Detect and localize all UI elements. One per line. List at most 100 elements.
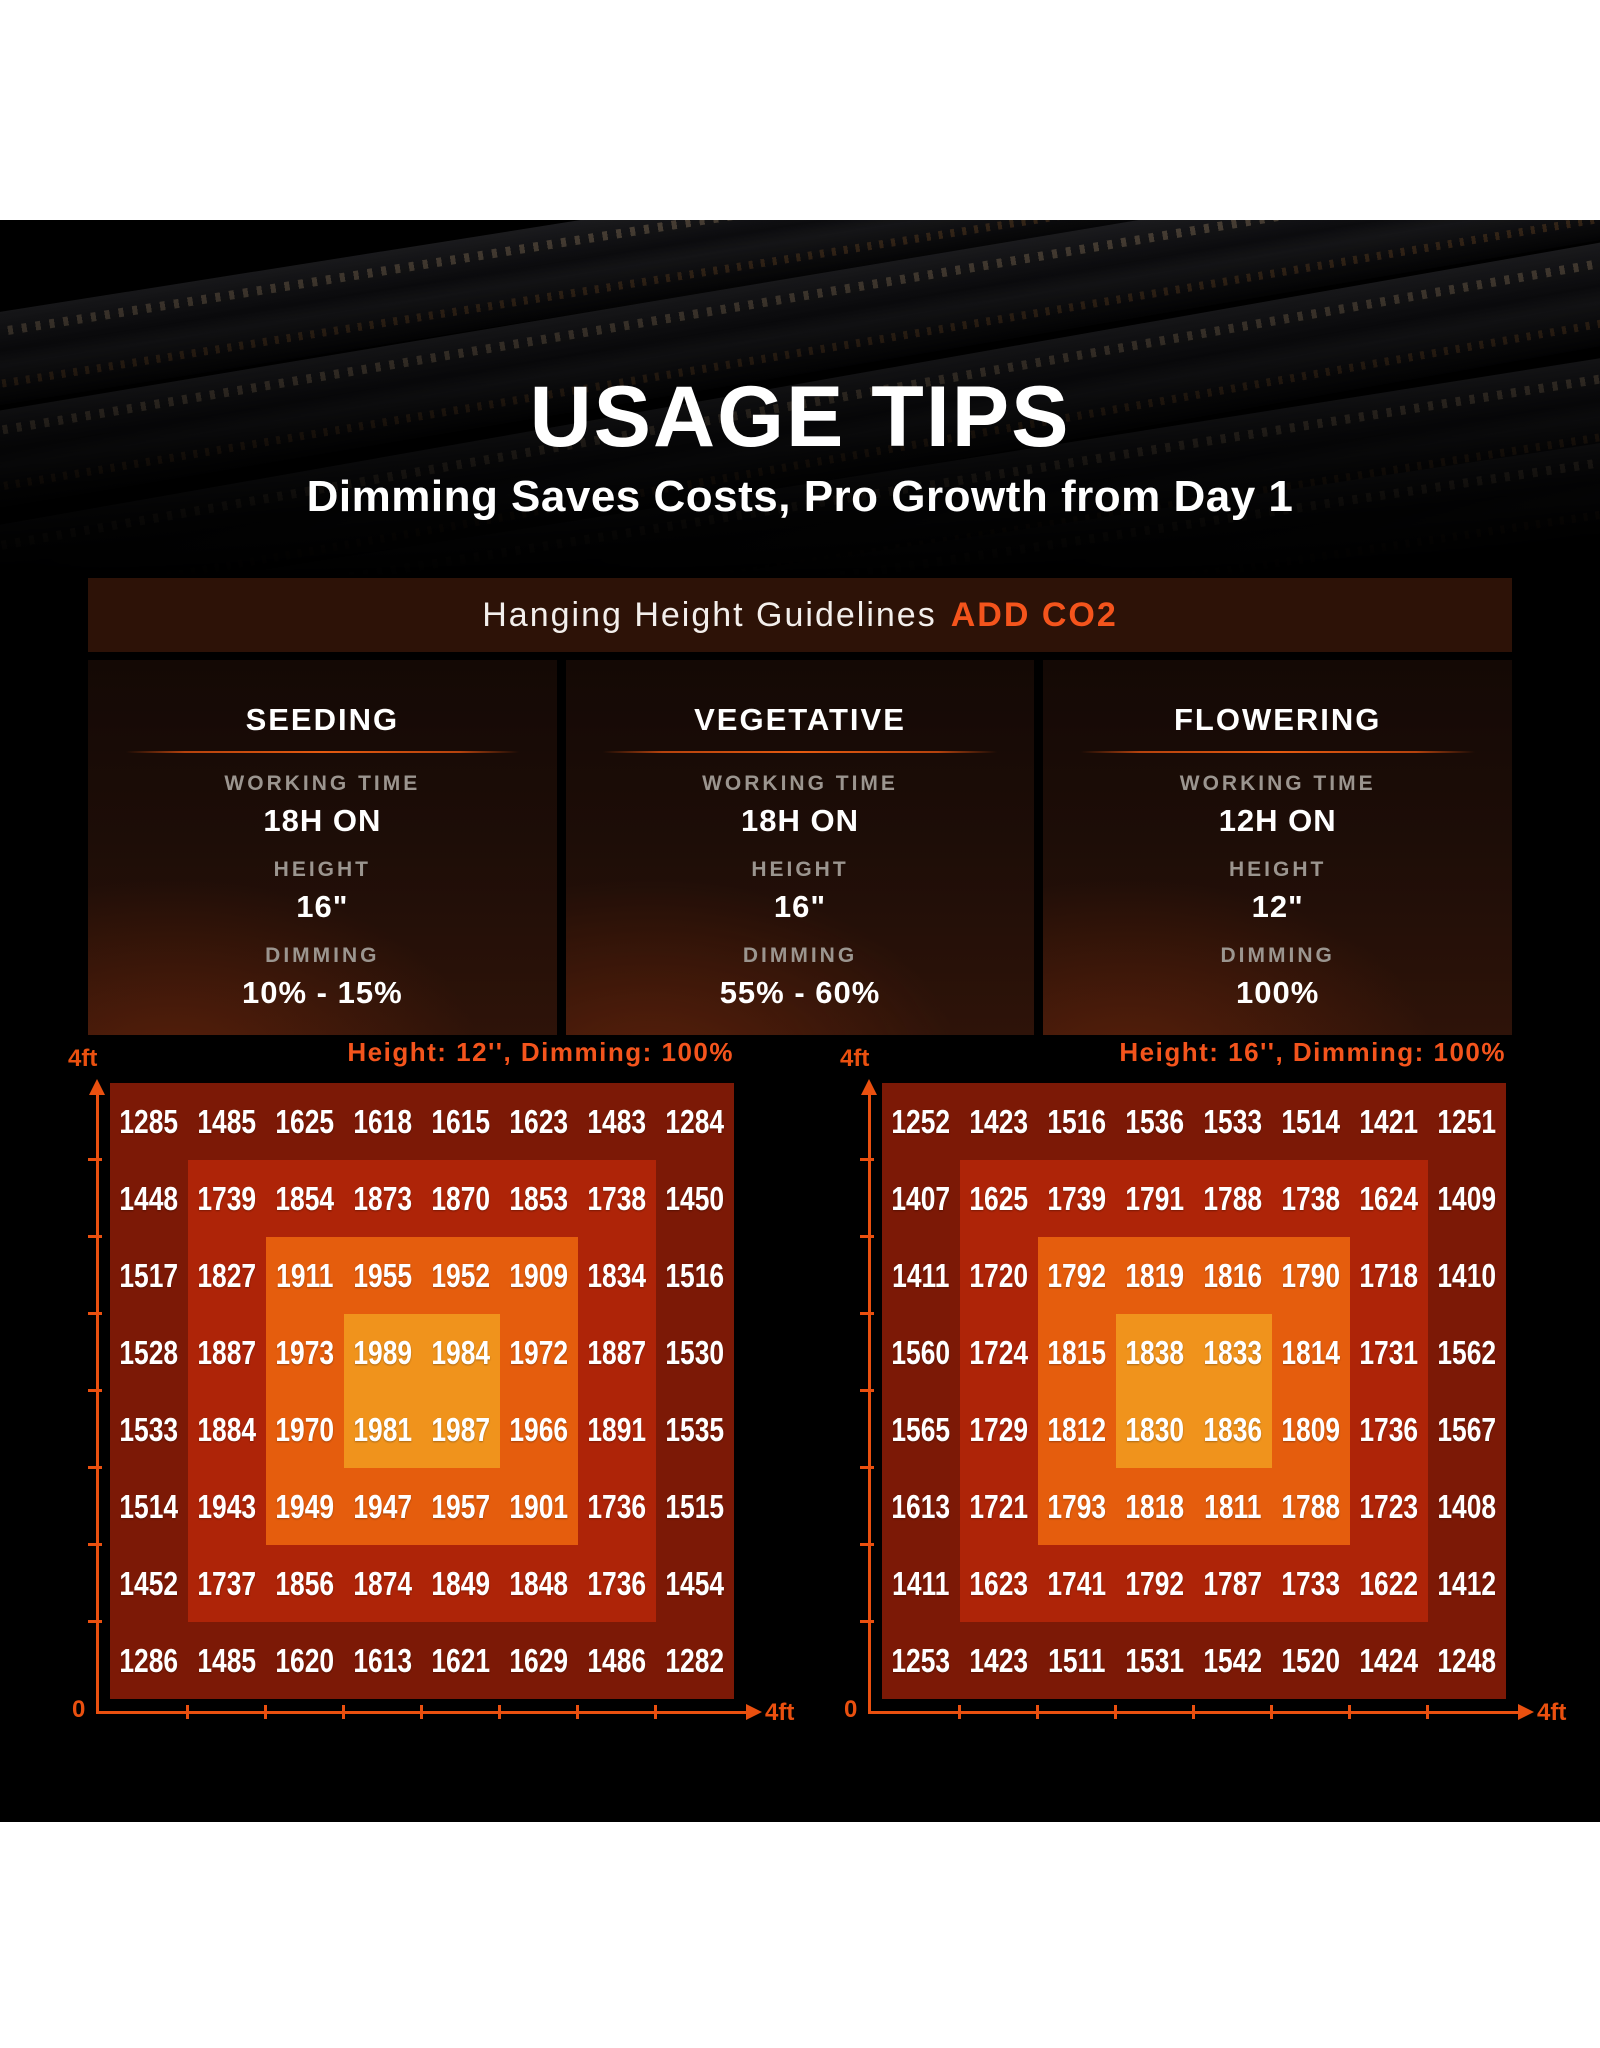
- ppfd-value: 1790: [1281, 1256, 1341, 1294]
- ppfd-cell: 1286: [110, 1622, 188, 1699]
- ppfd-value: 1253: [891, 1641, 951, 1679]
- ppfd-value: 1721: [969, 1487, 1029, 1525]
- y-axis-tick: [88, 1620, 102, 1623]
- x-axis-max-label: 4ft: [765, 1699, 795, 1726]
- ppfd-value: 1793: [1047, 1487, 1107, 1525]
- ppfd-value: 1901: [509, 1487, 569, 1525]
- ppfd-cell: 1984: [422, 1314, 500, 1391]
- ppfd-value: 1282: [665, 1641, 725, 1679]
- ppfd-value: 1452: [119, 1564, 179, 1602]
- ppfd-value: 1989: [353, 1333, 413, 1371]
- ppfd-cell: 1887: [188, 1314, 266, 1391]
- ppfd-value: 1423: [969, 1102, 1029, 1140]
- ppfd-cell: 1516: [1038, 1083, 1116, 1160]
- ppfd-cell: 1533: [1194, 1083, 1272, 1160]
- ppfd-cell: 1792: [1116, 1545, 1194, 1622]
- ppfd-value: 1625: [275, 1102, 335, 1140]
- ppfd-value: 1536: [1125, 1102, 1185, 1140]
- ppfd-value: 1511: [1048, 1641, 1106, 1679]
- ppfd-value: 1615: [431, 1102, 491, 1140]
- ppfd-cell: 1741: [1038, 1545, 1116, 1622]
- page-subtitle: Dimming Saves Costs, Pro Growth from Day…: [306, 472, 1294, 521]
- ppfd-value: 1516: [1047, 1102, 1107, 1140]
- hero-section: USAGE TIPS Dimming Saves Costs, Pro Grow…: [0, 220, 1600, 578]
- ppfd-value: 1972: [509, 1333, 569, 1371]
- ppfd-cell: 1989: [344, 1314, 422, 1391]
- working-time-value: 18H ON: [741, 803, 859, 838]
- ppfd-cell: 1901: [500, 1468, 578, 1545]
- x-axis-tick: [576, 1705, 579, 1719]
- ppfd-value: 1957: [431, 1487, 491, 1525]
- ppfd-value: 1515: [665, 1487, 725, 1525]
- ppfd-value: 1285: [119, 1102, 179, 1140]
- ppfd-value: 1410: [1437, 1256, 1497, 1294]
- ppfd-cell: 1970: [266, 1391, 344, 1468]
- ppfd-value: 1739: [197, 1179, 257, 1217]
- ppfd-value: 1542: [1203, 1641, 1263, 1679]
- ppfd-value: 1741: [1047, 1564, 1107, 1602]
- ppfd-value: 1738: [1281, 1179, 1341, 1217]
- ppfd-value: 1485: [197, 1102, 257, 1140]
- ppfd-value: 1792: [1125, 1564, 1185, 1602]
- ppfd-cell: 1791: [1116, 1160, 1194, 1237]
- ppfd-cell: 1720: [960, 1237, 1038, 1314]
- dimming-label: DIMMING: [742, 944, 858, 967]
- stage-guidelines-row: SEEDING WORKING TIME 18H ON HEIGHT 16" D…: [88, 660, 1513, 1035]
- ppfd-value: 1792: [1047, 1256, 1107, 1294]
- stage-panel-vegetative: VEGETATIVE WORKING TIME 18H ON HEIGHT 16…: [565, 660, 1035, 1035]
- ppfd-cell: 1816: [1194, 1237, 1272, 1314]
- ppfd-value: 1623: [969, 1564, 1029, 1602]
- ppfd-cell: 1623: [960, 1545, 1038, 1622]
- height-label: HEIGHT: [273, 858, 371, 881]
- y-axis-tick: [860, 1543, 874, 1546]
- ppfd-value: 1984: [431, 1333, 491, 1371]
- ppfd-value: 1787: [1203, 1564, 1263, 1602]
- ppfd-cell: 1411: [882, 1237, 960, 1314]
- y-axis-tick: [88, 1389, 102, 1392]
- ppfd-chart: Height: 12'', Dimming: 100% 4ft 1285 1485…: [56, 1035, 796, 1745]
- ppfd-value: 1812: [1047, 1410, 1107, 1448]
- y-axis-tick: [88, 1543, 102, 1546]
- ppfd-value: 1625: [969, 1179, 1029, 1217]
- ppfd-cell: 1814: [1272, 1314, 1350, 1391]
- ppfd-value: 1981: [353, 1410, 413, 1448]
- ppfd-cell: 1248: [1428, 1622, 1506, 1699]
- ppfd-value: 1818: [1125, 1487, 1185, 1525]
- y-axis-tick: [88, 1466, 102, 1469]
- ppfd-value: 1528: [119, 1333, 179, 1371]
- chart-title: Height: 16'', Dimming: 100%: [1119, 1037, 1506, 1067]
- ppfd-cell: 1407: [882, 1160, 960, 1237]
- ppfd-value: 1251: [1437, 1102, 1497, 1140]
- ppfd-value: 1830: [1125, 1410, 1185, 1448]
- ppfd-chart: Height: 16'', Dimming: 100% 4ft 1252 1423…: [828, 1035, 1568, 1745]
- ppfd-value: 1423: [969, 1641, 1029, 1679]
- x-axis-tick: [1426, 1705, 1429, 1719]
- ppfd-value: 1720: [969, 1256, 1029, 1294]
- ppfd-cell: 1411: [882, 1545, 960, 1622]
- ppfd-value: 1738: [587, 1179, 647, 1217]
- ppfd-value: 1613: [891, 1487, 951, 1525]
- ppfd-value: 1791: [1125, 1179, 1185, 1217]
- ppfd-value: 1943: [197, 1487, 257, 1525]
- ppfd-cell: 1448: [110, 1160, 188, 1237]
- ppfd-value: 1248: [1437, 1641, 1497, 1679]
- ppfd-value: 1618: [353, 1102, 413, 1140]
- ppfd-cell: 1731: [1350, 1314, 1428, 1391]
- ppfd-cell: 1815: [1038, 1314, 1116, 1391]
- ppfd-cell: 1450: [656, 1160, 734, 1237]
- ppfd-cell: 1955: [344, 1237, 422, 1314]
- stage-separator: [603, 751, 997, 753]
- ppfd-cell: 1718: [1350, 1237, 1428, 1314]
- ppfd-value: 1854: [275, 1179, 335, 1217]
- ppfd-value: 1816: [1203, 1256, 1263, 1294]
- y-axis-arrow-icon: [89, 1079, 105, 1095]
- y-axis-tick: [860, 1466, 874, 1469]
- ppfd-value: 1909: [509, 1256, 569, 1294]
- ppfd-cell: 1987: [422, 1391, 500, 1468]
- ppfd-grid: 1285 1485 1625 1618 1615 1623 1483 1284 1448 1739…: [110, 1083, 734, 1699]
- ppfd-value: 1736: [587, 1564, 647, 1602]
- height-value: 12": [1251, 889, 1304, 924]
- y-axis-tick: [860, 1389, 874, 1392]
- ppfd-cell: 1528: [110, 1314, 188, 1391]
- ppfd-value: 1533: [119, 1410, 179, 1448]
